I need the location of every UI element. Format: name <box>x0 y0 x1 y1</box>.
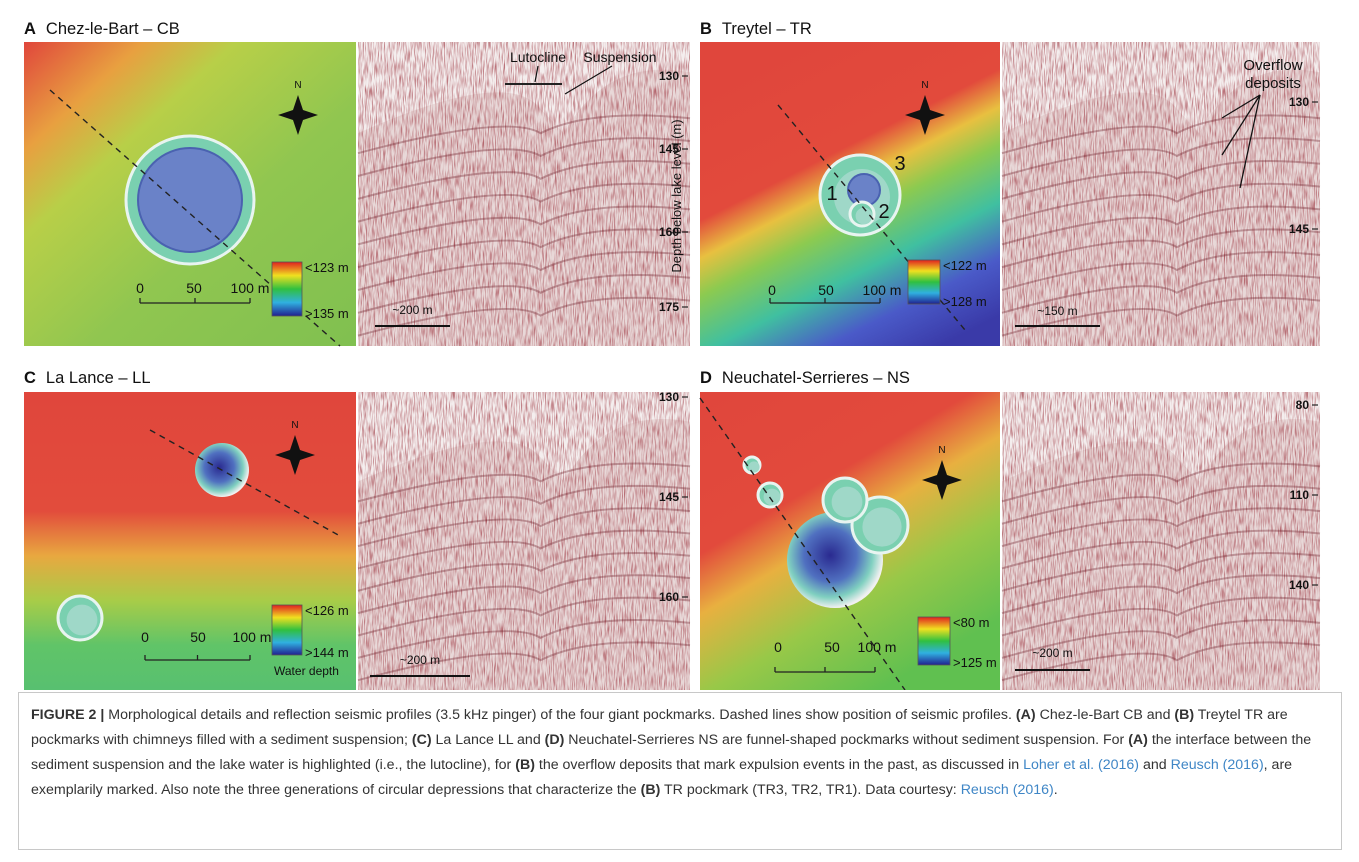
caption-text: Chez-le-Bart CB and <box>1036 707 1175 723</box>
panel-name: Treytel – TR <box>722 20 812 38</box>
scale-label: 50 <box>186 280 202 296</box>
scale-label: 100 m <box>233 629 272 645</box>
caption-link[interactable]: Reusch (2016) <box>1171 757 1264 773</box>
colorbar <box>272 262 302 316</box>
depth-tick-label: 130 <box>659 390 679 404</box>
caption-bold: (B) <box>641 782 661 798</box>
caption-text: the overflow deposits that mark expulsio… <box>535 757 1023 773</box>
caption-bold: (A) <box>1016 707 1036 723</box>
page: A Chez-le-Bart – CB N 0 50 100 m <123 m >135 m 1… <box>0 0 1359 862</box>
annotation: Overflow <box>1243 57 1302 74</box>
caption-link[interactable]: Loher et al. (2016) <box>1023 757 1139 773</box>
caption-link[interactable]: Reusch (2016) <box>961 782 1054 798</box>
caption-bold: FIGURE 2 | <box>31 707 104 723</box>
depression-label: 3 <box>894 153 905 175</box>
scale-label: 100 m <box>231 280 270 296</box>
pockmark-floor <box>748 461 759 472</box>
colorbar-top-label: <126 m <box>305 603 349 618</box>
panel-title: A Chez-le-Bart – CB <box>24 20 180 38</box>
figure-caption: FIGURE 2 | Morphological details and ref… <box>18 692 1342 850</box>
colorbar-caption: Water depth <box>274 664 339 678</box>
caption-bold: (B) <box>1174 707 1194 723</box>
pockmark-floor <box>138 148 242 252</box>
panel-name: La Lance – LL <box>46 369 151 387</box>
scale-label: 100 m <box>858 639 897 655</box>
depression-label: 1 <box>826 183 837 205</box>
depth-tick-label: 175 <box>659 300 679 314</box>
panel-letter: B <box>700 20 712 38</box>
depth-tick-label: 145 <box>659 490 679 504</box>
seismic-scale-label: ~200 m <box>400 653 440 667</box>
seismic-scale-label: ~200 m <box>392 303 432 317</box>
scale-label: 0 <box>768 282 776 298</box>
caption-text: La Lance LL and <box>432 732 545 748</box>
colorbar-bottom-label: >128 m <box>943 294 987 309</box>
colorbar-top-label: <122 m <box>943 258 987 273</box>
colorbar <box>908 260 940 304</box>
caption-text: TR pockmark (TR3, TR2, TR1). Data courte… <box>660 782 960 798</box>
colorbar-top-label: <123 m <box>305 260 349 275</box>
colorbar <box>918 617 950 665</box>
north-label: N <box>291 420 298 431</box>
caption-bold: (A) <box>1128 732 1148 748</box>
panel-name: Chez-le-Bart – CB <box>46 20 180 38</box>
y-axis-label: Depth below lake level (m) <box>669 119 684 272</box>
depth-tick-label: 140 <box>1289 578 1309 592</box>
colorbar-bottom-label: >125 m <box>953 655 997 670</box>
depth-tick-label: 80 <box>1296 398 1310 412</box>
depth-tick-label: 130 <box>1289 95 1309 109</box>
caption-text: . <box>1054 782 1058 798</box>
caption-bold: (C) <box>412 732 432 748</box>
caption-text: and <box>1139 757 1171 773</box>
annotation: deposits <box>1245 75 1301 92</box>
caption-text: Neuchatel-Serrieres NS are funnel-shaped… <box>564 732 1128 748</box>
colorbar-bottom-label: >144 m <box>305 645 349 660</box>
annotation: Suspension <box>583 49 656 65</box>
scale-label: 100 m <box>863 282 902 298</box>
scale-label: 0 <box>774 639 782 655</box>
pockmark-floor <box>67 605 98 636</box>
panel-letter: A <box>24 20 36 38</box>
pockmark-floor <box>832 487 863 518</box>
depression-label: 2 <box>878 201 889 223</box>
seismic-scale-label: ~150 m <box>1037 304 1077 318</box>
depth-tick-label: 145 <box>1289 222 1309 236</box>
scale-label: 0 <box>141 629 149 645</box>
caption-bold: (D) <box>545 732 565 748</box>
figure: A Chez-le-Bart – CB N 0 50 100 m <123 m >135 m 1… <box>0 0 1359 690</box>
colorbar <box>272 605 302 655</box>
annotation: Lutocline <box>510 49 566 65</box>
north-label: N <box>938 445 945 456</box>
north-label: N <box>921 80 928 91</box>
panel-title: D Neuchatel-Serrieres – NS <box>700 369 910 387</box>
seismic-scale-label: ~200 m <box>1032 646 1072 660</box>
caption-text: Morphological details and reflection sei… <box>104 707 1016 723</box>
depth-tick-label: 110 <box>1290 488 1310 502</box>
panel-letter: C <box>24 369 36 387</box>
scale-label: 0 <box>136 280 144 296</box>
depth-tick-label: 160 <box>659 590 679 604</box>
scale-label: 50 <box>190 629 206 645</box>
panel-title: C La Lance – LL <box>24 369 151 387</box>
panel-title: B Treytel – TR <box>700 20 812 38</box>
scale-label: 50 <box>824 639 840 655</box>
colorbar-top-label: <80 m <box>953 615 990 630</box>
panel-name: Neuchatel-Serrieres – NS <box>722 369 910 387</box>
panel-letter: D <box>700 369 712 387</box>
caption-bold: (B) <box>515 757 535 773</box>
north-label: N <box>294 80 301 91</box>
colorbar-bottom-label: >135 m <box>305 306 349 321</box>
scale-label: 50 <box>818 282 834 298</box>
depth-tick-label: 130 <box>659 69 679 83</box>
pockmark-floor <box>862 507 901 546</box>
